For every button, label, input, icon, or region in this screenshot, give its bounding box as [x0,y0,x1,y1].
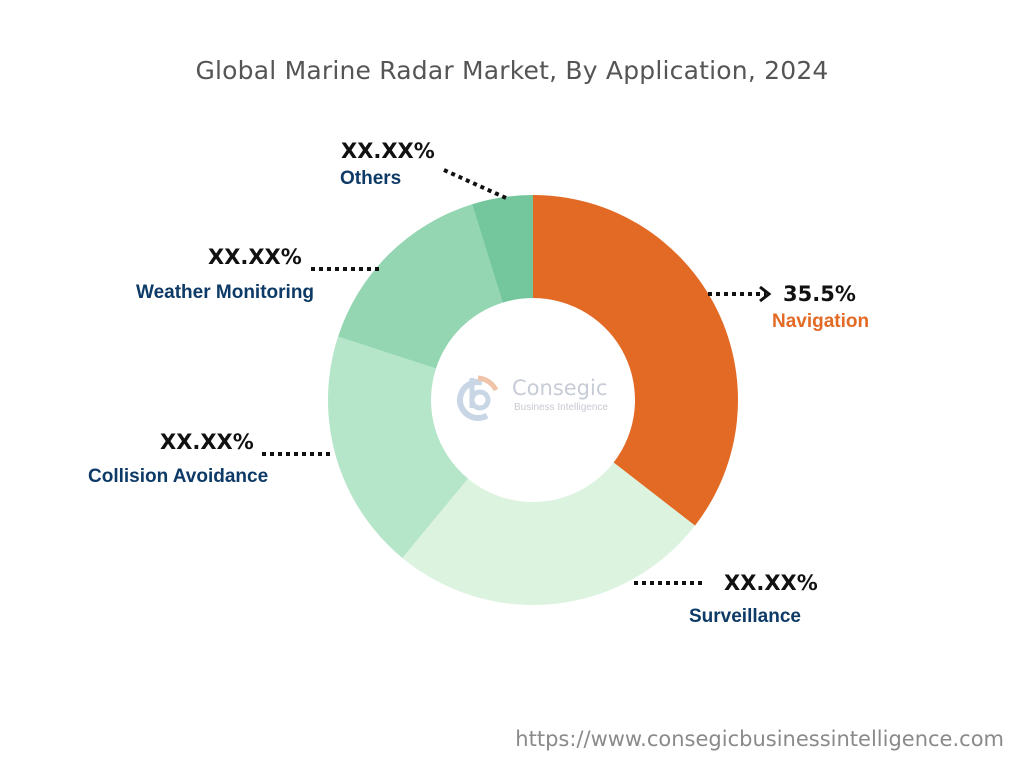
data-label-others: XX.XX% [341,139,435,163]
slice-weather-monitoring [338,204,503,369]
logo-text-sub: Business Intelligence [514,402,608,413]
logo-icon [457,375,499,421]
category-label-navigation: Navigation [772,311,870,332]
slice-surveillance [402,462,695,605]
slice-others [472,195,533,303]
footer-url: https://www.consegicbusinessintelligence… [515,727,1004,751]
leader-others [443,168,507,200]
leader-navigation-arrow [759,285,772,303]
data-label-weather-monitoring: XX.XX% [208,245,302,269]
data-label-surveillance: XX.XX% [724,571,818,595]
category-label-surveillance: Surveillance [689,606,801,627]
slice-navigation [533,195,738,526]
category-label-weather-monitoring: Weather Monitoring [136,282,315,303]
chart-title: Global Marine Radar Market, By Applicati… [195,56,829,85]
logo-text-main: Consegic [512,376,608,400]
data-label-collision-avoidance: XX.XX% [160,430,254,454]
category-label-collision-avoidance: Collision Avoidance [88,466,269,487]
data-label-navigation: 35.5% [783,282,856,306]
consegic-logo: Consegic Business Intelligence [452,368,622,428]
slice-collision-avoidance [328,336,468,558]
category-label-others: Others [340,168,402,189]
